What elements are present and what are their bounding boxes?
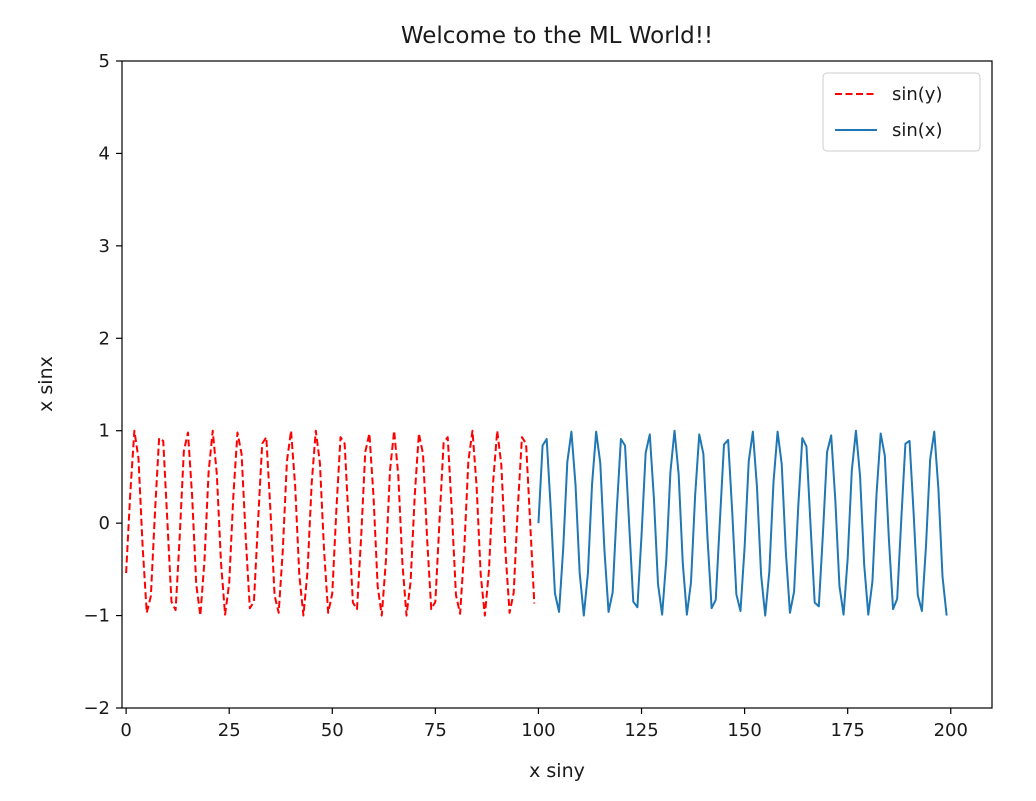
y-axis-title: x sinx [35, 356, 57, 412]
axes-frame [121, 60, 993, 709]
x-tick-label: 0 [120, 720, 131, 741]
x-axis: 0 25 50 75 100 125 150 175 200 [120, 708, 968, 741]
x-axis-title: x siny [529, 760, 585, 782]
y-tick-label: 4 [99, 143, 110, 164]
x-tick-label: 175 [831, 720, 865, 741]
series-line-sin-x [537, 429, 948, 617]
x-tick-label: 150 [727, 720, 761, 741]
series-line-sin-y [125, 429, 536, 617]
x-tick-label: 75 [424, 720, 447, 741]
x-tick-label: 125 [624, 720, 658, 741]
x-tick-label: 200 [934, 720, 968, 741]
legend: sin(y) sin(x) [822, 72, 981, 152]
chart-title: Welcome to the ML World!! [401, 23, 713, 49]
y-tick-label: 2 [99, 328, 110, 349]
legend-label-sin-x: sin(x) [892, 120, 942, 141]
legend-box [822, 72, 981, 152]
y-tick-label: 0 [99, 513, 110, 534]
y-tick-label: 5 [99, 51, 110, 72]
x-tick-label: 25 [218, 720, 241, 741]
y-tick-label: 1 [99, 421, 110, 442]
y-axis: −2 −1 0 1 2 3 4 5 [83, 51, 122, 719]
x-tick-label: 100 [521, 720, 555, 741]
x-tick-label: 50 [321, 720, 344, 741]
legend-label-sin-y: sin(y) [892, 84, 942, 105]
plot-area [125, 429, 948, 617]
y-tick-label: 3 [99, 236, 110, 257]
y-tick-label: −1 [83, 606, 110, 627]
y-tick-label: −2 [83, 698, 110, 719]
